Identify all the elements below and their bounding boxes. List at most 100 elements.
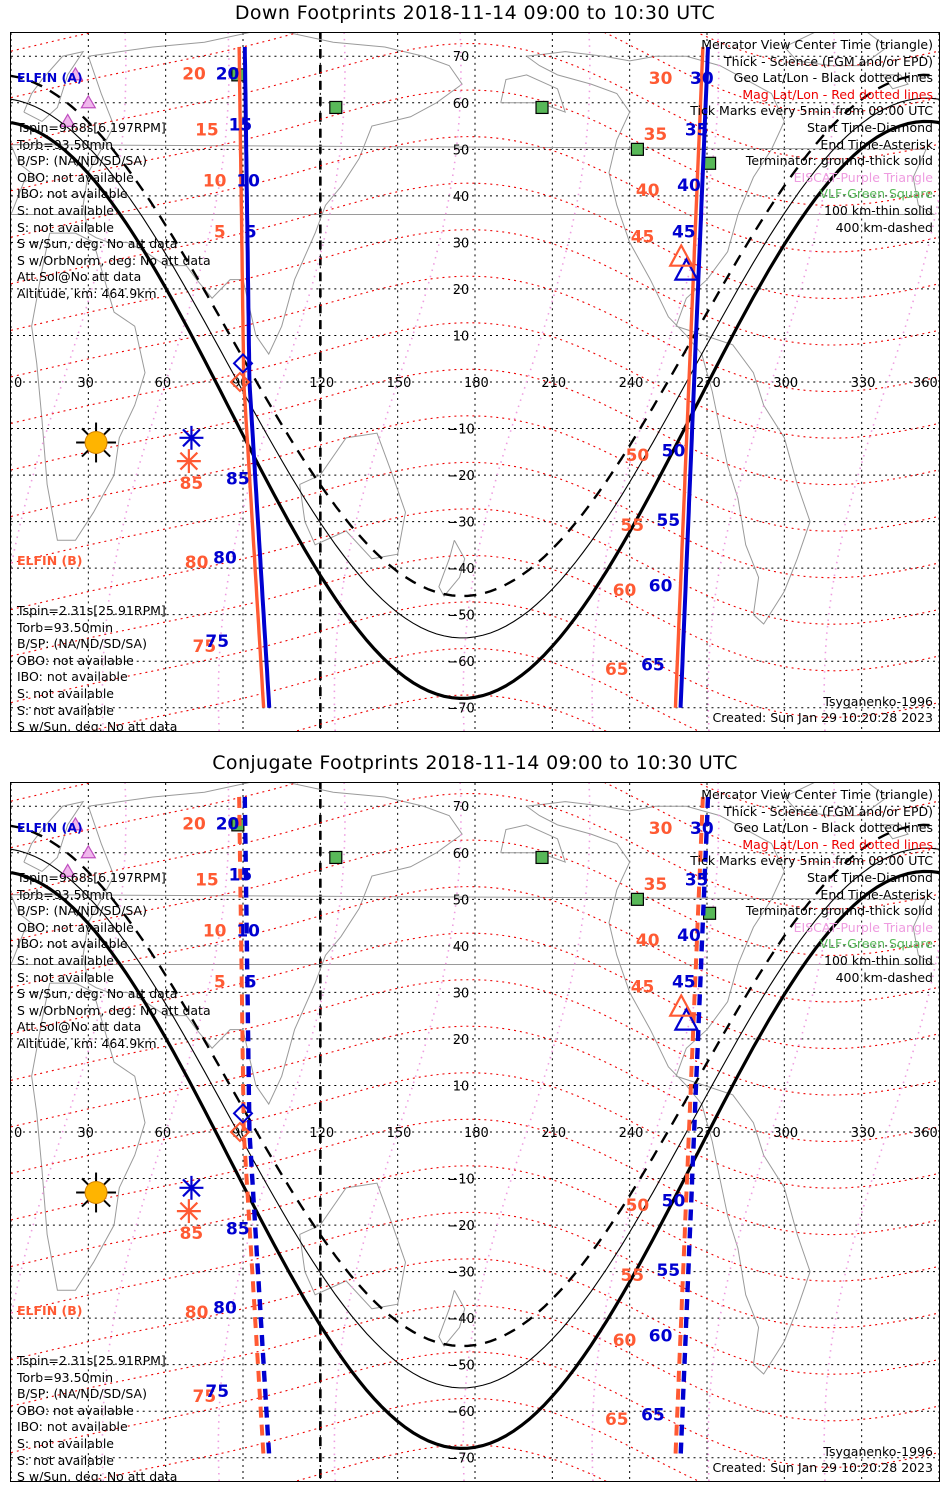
svg-text:10: 10 <box>236 171 260 191</box>
svg-text:−30: −30 <box>447 516 474 531</box>
svg-text:50: 50 <box>662 440 686 460</box>
svg-text:50: 50 <box>626 1195 650 1215</box>
info-line: S w/Sun, deg: No att data <box>17 1469 178 1482</box>
info-line: S: not available <box>17 202 114 218</box>
info-line: B/SP: (NA/ND/SD/SA) <box>17 903 147 919</box>
svg-text:20: 20 <box>216 814 240 834</box>
legend-line: Terminator: ground-thick solid <box>745 903 933 919</box>
sat-b-lines-2: Tspin=2.31s[25.91RPM] Torb=93.50min B/SP: … <box>17 1353 211 1482</box>
map-plot-area[interactable]: 0 30 60 90 120 150 180 210 240 270 300 330 360 70 60 50… <box>10 32 940 732</box>
svg-text:35: 35 <box>685 119 709 139</box>
map-canvas-2: 0 30 60 90 120 150 180 210 240 270 300 330 360 70 60 50… <box>11 783 939 1481</box>
legend-block-2: Mercator View Center Time (triangle) Thic… <box>690 787 933 986</box>
info-line: Tspin=9.68s[6.197RPM] <box>17 119 166 135</box>
svg-text:40: 40 <box>636 930 660 950</box>
svg-text:80: 80 <box>185 552 209 572</box>
svg-text:−20: −20 <box>447 469 474 484</box>
svg-text:55: 55 <box>657 510 681 530</box>
legend-line: EISCAT-Purple Triangle <box>793 169 933 185</box>
svg-text:30: 30 <box>690 68 714 88</box>
sat-a-name-2: ELFIN (A) <box>17 820 83 836</box>
map-svg-2: 0 30 60 90 120 150 180 210 240 270 300 330 360706050… <box>11 783 939 1481</box>
info-line: B/SP: (NA/ND/SD/SA) <box>17 1386 147 1402</box>
svg-text:75: 75 <box>193 636 217 656</box>
svg-text:55: 55 <box>657 1260 681 1280</box>
info-line: Tspin=2.31s[25.91RPM] <box>17 602 166 618</box>
svg-text:60: 60 <box>649 1325 673 1345</box>
svg-text:30: 30 <box>453 986 469 1001</box>
info-line: Altitude, km: 464.9km <box>17 1035 157 1051</box>
svg-text:20: 20 <box>216 64 240 84</box>
legend-line: Thick - Science (FGM and/or EPD) <box>724 803 933 819</box>
info-line: Torb=93.50min <box>17 136 114 152</box>
info-line: Tsyganenko-1996 <box>823 1443 933 1459</box>
info-line: Created: Sun Jan 29 10:20:28 2023 <box>712 710 933 726</box>
info-line: OBO: not available <box>17 1402 134 1418</box>
sat-a-lines-2: Tspin=9.68s[6.197RPM] Torb=93.50min B/SP: … <box>17 870 211 1053</box>
info-line: S w/Sun, deg: No att data <box>17 719 178 732</box>
info-line: S: not available <box>17 219 114 235</box>
svg-text:5: 5 <box>245 972 257 992</box>
svg-text:5: 5 <box>245 222 257 242</box>
svg-text:240: 240 <box>619 376 644 391</box>
svg-text:80: 80 <box>213 1297 237 1317</box>
svg-text:80: 80 <box>185 1302 209 1322</box>
legend-line: 100 km-thin solid <box>824 202 933 218</box>
svg-text:20: 20 <box>453 283 469 298</box>
svg-text:330: 330 <box>851 1126 876 1141</box>
svg-text:−50: −50 <box>447 609 474 624</box>
svg-text:15: 15 <box>229 115 253 135</box>
info-line: S w/Sun, deg: No att data <box>17 986 178 1002</box>
svg-text:75: 75 <box>205 1381 229 1401</box>
legend-line: EISCAT-Purple Triangle <box>793 919 933 935</box>
svg-text:75: 75 <box>205 631 229 651</box>
svg-text:300: 300 <box>773 1126 798 1141</box>
svg-text:−20: −20 <box>447 1219 474 1234</box>
svg-text:30: 30 <box>77 1126 93 1141</box>
svg-text:40: 40 <box>636 180 660 200</box>
svg-text:45: 45 <box>631 226 655 246</box>
svg-text:0: 0 <box>14 376 22 391</box>
svg-text:270: 270 <box>696 1126 721 1141</box>
svg-text:85: 85 <box>226 468 250 488</box>
info-line: S w/OrbNorm, deg: No att data <box>17 252 211 268</box>
svg-text:60: 60 <box>453 97 469 112</box>
svg-text:85: 85 <box>180 1223 204 1243</box>
svg-text:70: 70 <box>453 800 469 815</box>
svg-text:0: 0 <box>14 1126 22 1141</box>
info-line: OBO: not available <box>17 652 134 668</box>
info-line: Att.Sol@No att data <box>17 269 142 285</box>
info-line: B/SP: (NA/ND/SD/SA) <box>17 153 147 169</box>
page-title: Down Footprints 2018-11-14 09:00 to 10:3… <box>234 2 716 24</box>
footer-block: Tsyganenko-1996 Created: Sun Jan 29 10:20… <box>713 694 933 727</box>
legend-line: Terminator: ground-thick solid <box>745 153 933 169</box>
svg-text:80: 80 <box>213 547 237 567</box>
svg-text:35: 35 <box>644 124 668 144</box>
svg-text:−40: −40 <box>447 562 474 577</box>
svg-text:50: 50 <box>453 893 469 908</box>
map-plot-area-2[interactable]: 0 30 60 90 120 150 180 210 240 270 300 330 360 70 60 50… <box>10 782 940 1482</box>
info-line: S: not available <box>17 1452 114 1468</box>
svg-text:60: 60 <box>155 1126 171 1141</box>
svg-text:360: 360 <box>913 1126 938 1141</box>
svg-text:360: 360 <box>913 376 938 391</box>
sat-b-info-block-2: ELFIN (B) Tspin=2.31s[25.91RPM] Torb=93.5… <box>17 1270 211 1482</box>
info-line: S: not available <box>17 969 114 985</box>
info-line: S w/OrbNorm, deg: No att data <box>17 1002 211 1018</box>
sat-a-info-block-2: ELFIN (A) Tspin=9.68s[6.197RPM] Torb=93.5… <box>17 787 211 1086</box>
svg-text:270: 270 <box>696 376 721 391</box>
legend-line: Tick Marks every 5min from 09:00 UTC <box>690 853 933 869</box>
svg-text:50: 50 <box>453 143 469 158</box>
legend-line: 100 km-thin solid <box>824 952 933 968</box>
sat-a-info-block: ELFIN (A) Tspin=9.68s[6.197RPM] Torb=93.5… <box>17 37 211 336</box>
svg-text:−10: −10 <box>447 423 474 438</box>
svg-text:40: 40 <box>453 940 469 955</box>
svg-text:50: 50 <box>626 445 650 465</box>
legend-line: Start Time-Diamond <box>806 869 933 885</box>
svg-text:−10: −10 <box>447 1173 474 1188</box>
legend-line: Thick - Science (FGM and/or EPD) <box>724 53 933 69</box>
svg-text:330: 330 <box>851 376 876 391</box>
svg-text:150: 150 <box>387 376 412 391</box>
svg-text:10: 10 <box>236 921 260 941</box>
info-line: S: not available <box>17 952 114 968</box>
